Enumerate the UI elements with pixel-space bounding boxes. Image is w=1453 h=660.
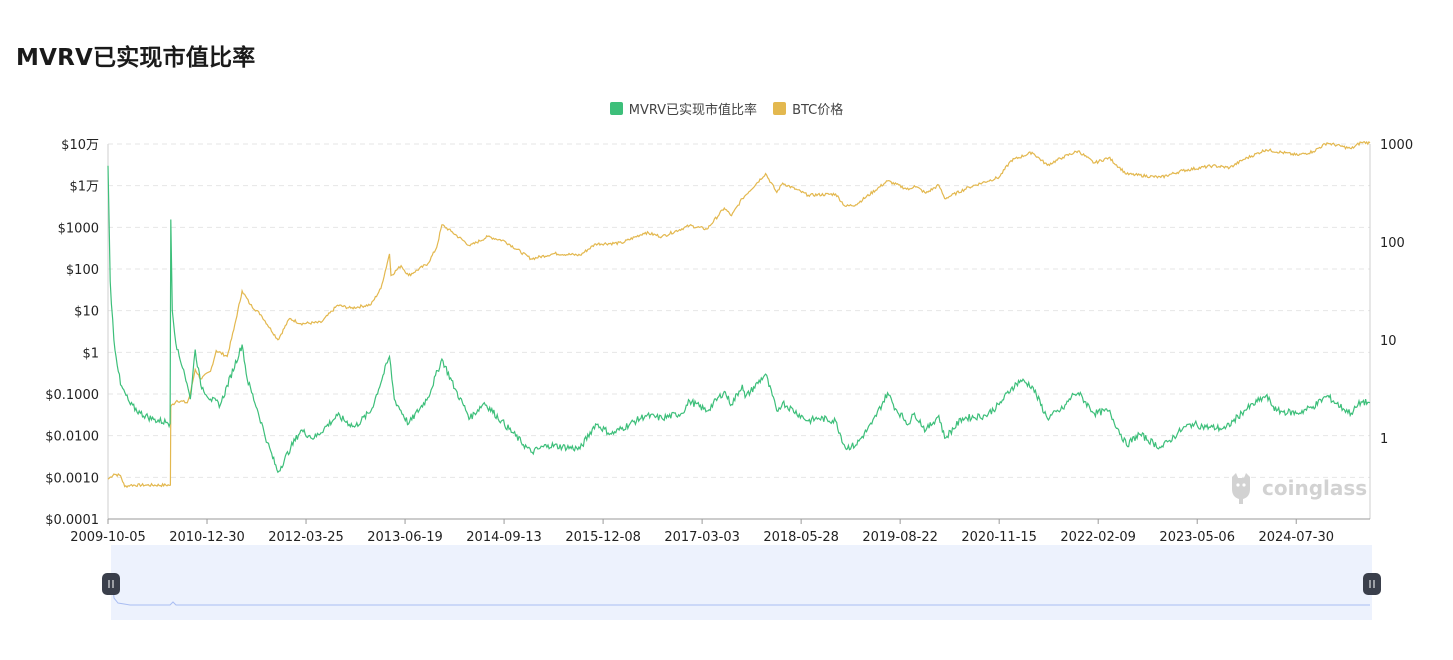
right-tick-label: 1	[1380, 432, 1388, 447]
zoom-overview-line	[111, 574, 1370, 606]
chart-axes	[107, 144, 1371, 520]
x-tick-label: 2020-11-15	[961, 530, 1037, 545]
zoom-track[interactable]	[111, 545, 1372, 620]
right-tick-label: 100	[1380, 236, 1405, 251]
legend-item-mvrv[interactable]: MVRV已实现市值比率	[609, 99, 758, 118]
watermark-text: coinglass	[1262, 476, 1367, 500]
grid-lines	[108, 143, 1370, 520]
left-tick-label: $1万	[69, 180, 99, 195]
left-tick-label: $0.0100	[45, 430, 99, 445]
zoom-slider[interactable]	[102, 545, 1381, 620]
left-tick-label: $1000	[58, 221, 99, 236]
left-tick-label: $10万	[61, 138, 99, 153]
left-axis-ticks: $0.0001 $0.0010 $0.0100 $0.1000 $1 $10 $100 $10…	[45, 138, 99, 528]
x-tick-label: 2024-07-30	[1258, 530, 1334, 545]
x-tick-label: 2013-06-19	[367, 530, 443, 545]
x-tick-label: 2022-02-09	[1060, 530, 1136, 545]
left-tick-label: $0.0001	[45, 513, 99, 528]
btc-swatch-icon	[773, 102, 787, 115]
x-tick-label: 2010-12-30	[169, 530, 245, 545]
x-tick-label: 2023-05-06	[1159, 530, 1235, 545]
page-title: MVRV已实现市值比率	[16, 45, 256, 71]
right-tick-label: 1000	[1380, 138, 1413, 153]
x-tick-label: 2009-10-05	[70, 530, 146, 545]
left-tick-label: $0.0010	[45, 471, 99, 486]
x-tick-label: 2019-08-22	[862, 530, 938, 545]
right-tick-label: 10	[1380, 334, 1397, 349]
mvrv-ratio-line	[107, 165, 1371, 474]
coinglass-logo-icon	[1232, 473, 1250, 504]
x-tick-label: 2012-03-25	[268, 530, 344, 545]
left-tick-label: $100	[66, 263, 99, 278]
btc-price-line	[107, 140, 1371, 489]
chart-legend: MVRV已实现市值比率 BTC价格	[0, 99, 1453, 118]
left-tick-label: $1	[82, 346, 99, 361]
left-tick-label: $10	[74, 305, 99, 320]
zoom-handle-right[interactable]	[1363, 573, 1381, 595]
legend-label-btc: BTC价格	[792, 103, 844, 118]
x-axis-ticks: 2009-10-05 2010-12-30 2012-03-25 2013-06-19…	[70, 519, 1334, 545]
mvrv-swatch-icon	[609, 102, 623, 115]
watermark: coinglass	[1232, 473, 1367, 504]
right-axis-ticks: 1 10 100 1000	[1380, 138, 1413, 447]
x-tick-label: 2017-03-03	[664, 530, 740, 545]
x-tick-label: 2014-09-13	[466, 530, 542, 545]
x-tick-label: 2015-12-08	[565, 530, 641, 545]
x-tick-label: 2018-05-28	[763, 530, 839, 545]
legend-label-mvrv: MVRV已实现市值比率	[628, 103, 758, 118]
legend-item-btc[interactable]: BTC价格	[773, 99, 843, 118]
zoom-handle-left[interactable]	[102, 573, 120, 595]
left-tick-label: $0.1000	[45, 388, 99, 403]
